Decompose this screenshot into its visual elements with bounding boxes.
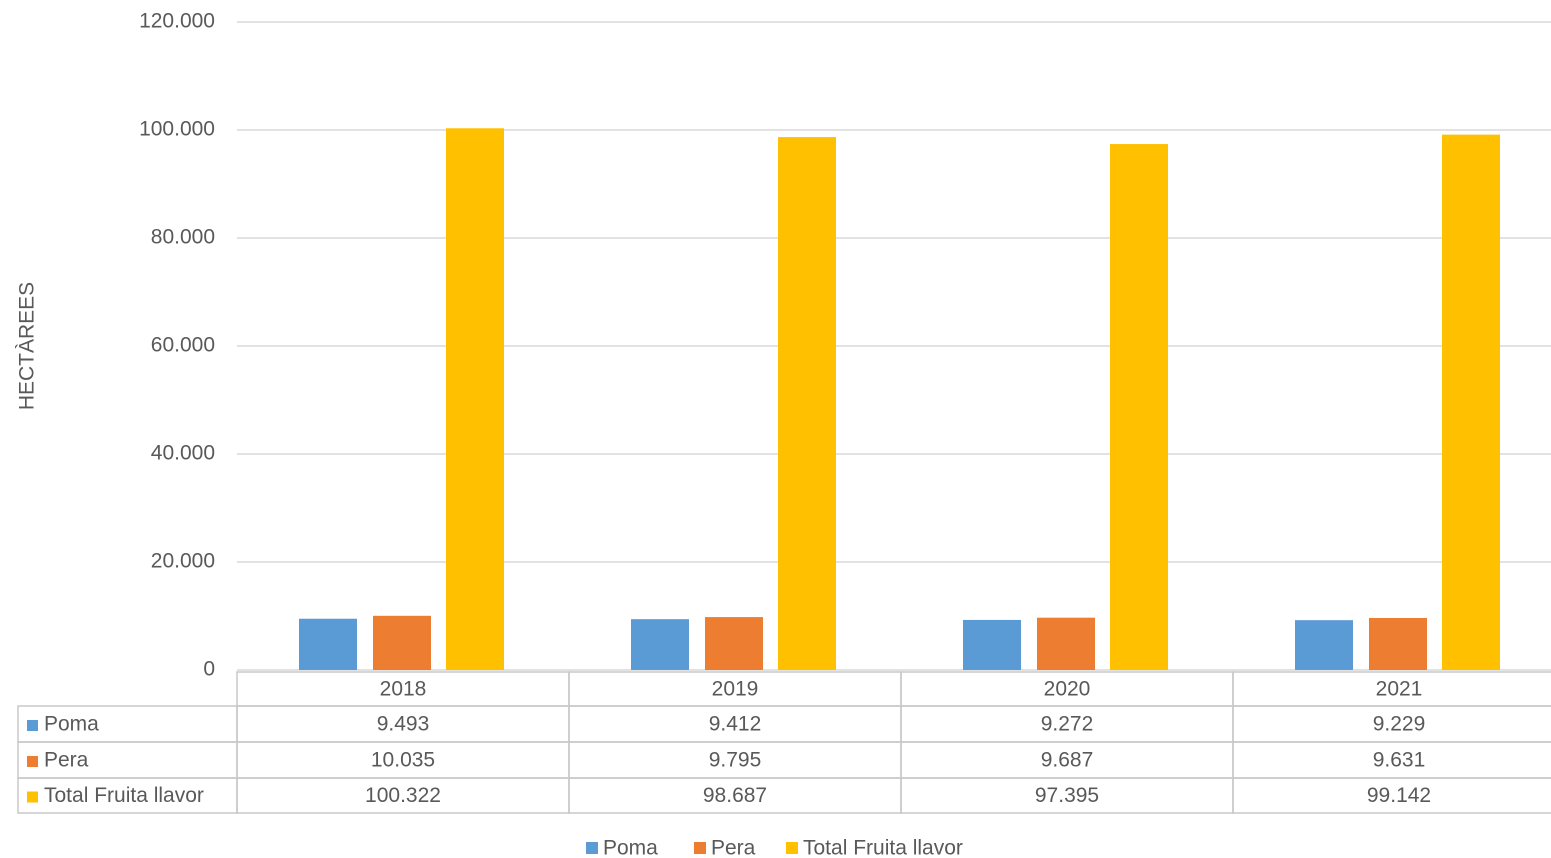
data-label: 98.687 — [703, 784, 767, 807]
bar — [631, 619, 689, 670]
table-row-label: Poma — [44, 713, 99, 736]
bar — [446, 128, 504, 670]
y-tick-label: 80.000 — [151, 226, 215, 249]
table-legend-key — [27, 791, 38, 803]
data-label: 100.322 — [365, 784, 441, 807]
bar — [705, 617, 763, 670]
x-tick-label: 2018 — [380, 678, 427, 701]
table-legend-key — [27, 756, 38, 767]
table-row-label: Total Fruita llavor — [44, 784, 204, 807]
y-tick-label: 120.000 — [139, 10, 215, 33]
legend-label: Total Fruita llavor — [803, 837, 963, 858]
y-tick-label: 20.000 — [151, 550, 215, 573]
data-label: 9.229 — [1373, 713, 1426, 736]
y-axis-label: HECTÀREES — [16, 282, 39, 410]
x-tick-label: 2021 — [1376, 678, 1423, 701]
data-label: 9.493 — [377, 713, 430, 736]
table-legend-key — [27, 720, 38, 731]
table-row-label: Pera — [44, 749, 89, 772]
x-tick-label: 2020 — [1044, 678, 1091, 701]
legend-label: Pera — [711, 837, 756, 858]
data-label: 9.412 — [709, 713, 762, 736]
x-tick-label: 2019 — [712, 678, 759, 701]
y-tick-label: 60.000 — [151, 334, 215, 357]
bar — [1295, 620, 1353, 670]
bar — [778, 137, 836, 670]
bar — [963, 619, 1021, 670]
legend-key — [586, 842, 598, 854]
bar — [299, 618, 357, 670]
table-cell — [1232, 777, 1551, 814]
data-label: 97.395 — [1035, 784, 1099, 807]
data-label: 9.631 — [1373, 749, 1426, 772]
y-tick-label: 0 — [203, 658, 215, 681]
data-label: 99.142 — [1367, 784, 1431, 807]
y-tick-label: 40.000 — [151, 442, 215, 465]
legend-label: Poma — [603, 837, 658, 858]
bar — [373, 615, 431, 670]
bar — [1369, 617, 1427, 670]
legend-key — [694, 842, 706, 854]
legend-key — [786, 842, 798, 854]
bar — [1442, 134, 1500, 671]
data-label: 9.795 — [709, 749, 762, 772]
data-label: 9.687 — [1041, 749, 1094, 772]
y-tick-label: 100.000 — [139, 118, 215, 141]
bar — [1110, 144, 1168, 670]
data-label: 10.035 — [371, 749, 435, 772]
bar — [1037, 617, 1095, 670]
data-label: 9.272 — [1041, 713, 1094, 736]
